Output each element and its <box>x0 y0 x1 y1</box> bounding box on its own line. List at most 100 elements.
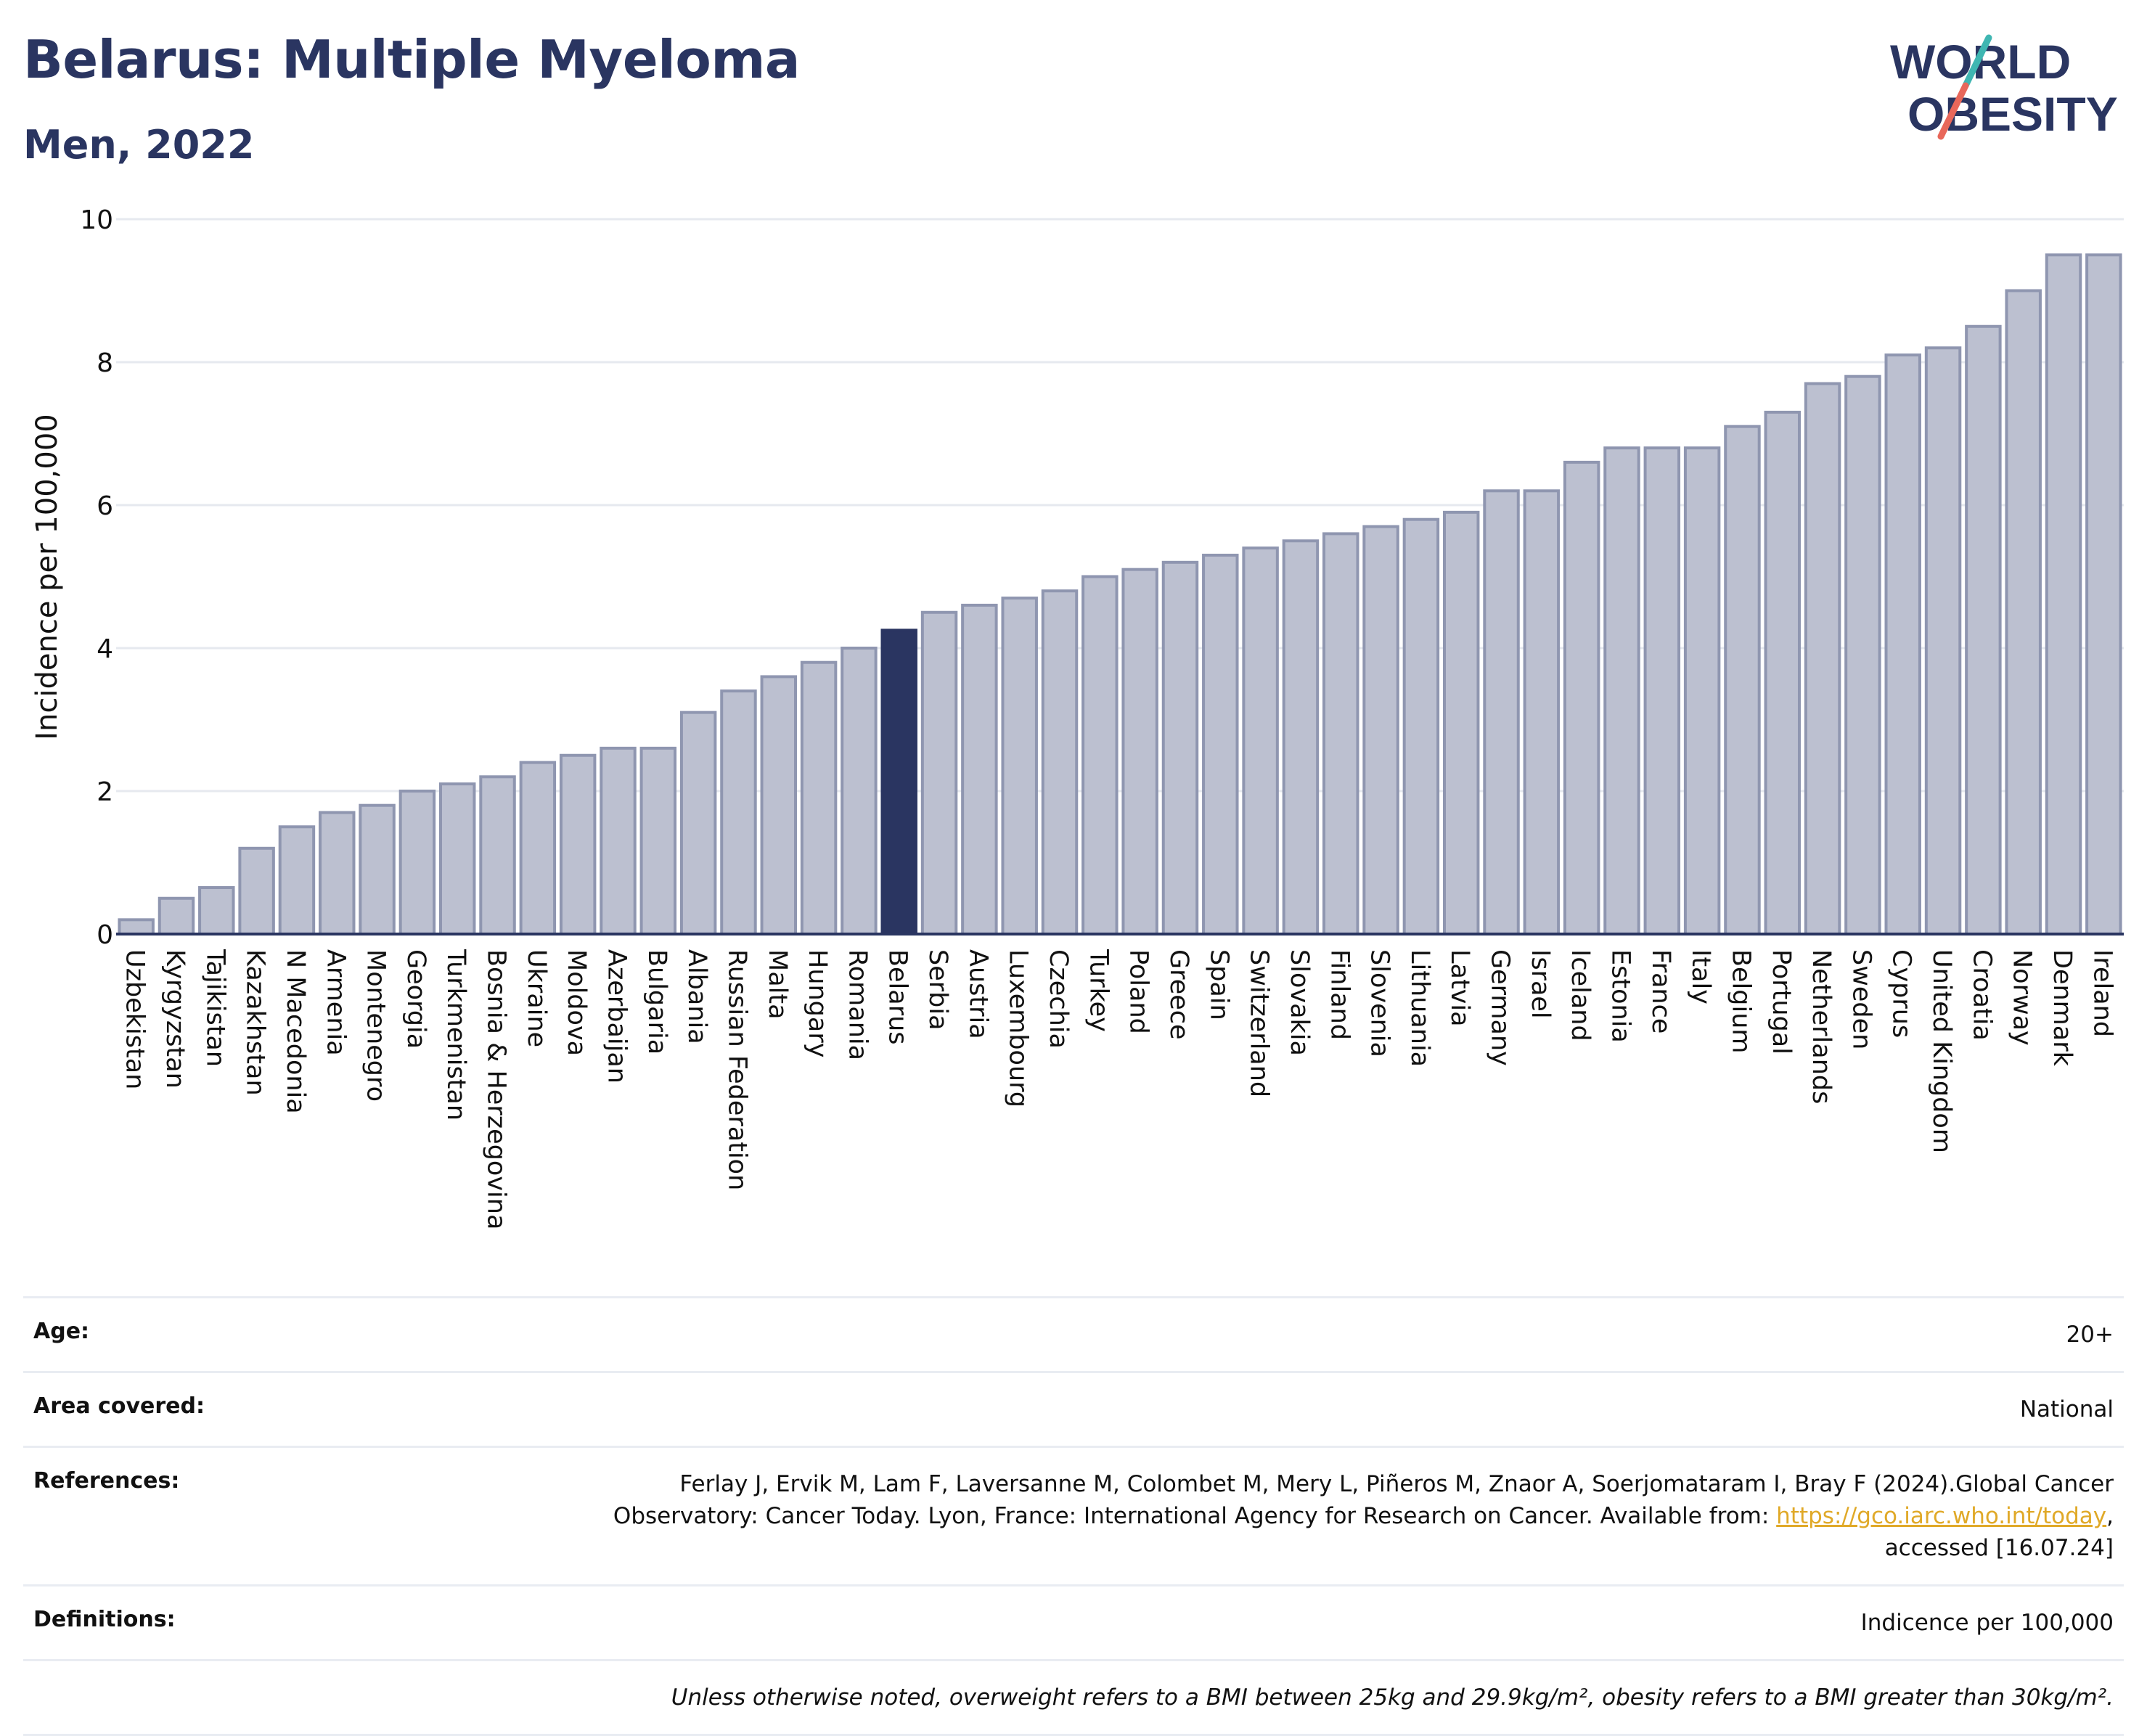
bar <box>841 647 878 935</box>
bar <box>238 846 275 936</box>
x-tick-label: Turkey <box>1084 949 1113 1032</box>
bar <box>438 782 476 936</box>
bar <box>118 918 155 936</box>
x-tick-label: Turkmenistan <box>441 949 470 1121</box>
bar <box>278 825 316 935</box>
bar <box>2005 289 2042 935</box>
bar <box>1683 446 1721 935</box>
x-tick-label: Uzbekistan <box>120 949 150 1089</box>
y-tick-label: 4 <box>97 634 113 664</box>
x-tick-label: Kyrgyzstan <box>160 949 189 1089</box>
bar <box>961 603 998 936</box>
x-tick-label: Serbia <box>923 949 952 1031</box>
x-tick-label: Armenia <box>321 949 350 1056</box>
references-text-4: accessed [16.07.24] <box>1884 1535 2114 1562</box>
x-tick-label: Malta <box>763 949 792 1020</box>
x-tick-label: Albania <box>682 949 711 1044</box>
bar <box>198 885 235 935</box>
x-tick-label: Croatia <box>1967 949 1996 1041</box>
logo-slash-bottom <box>1937 82 1969 140</box>
x-tick-label: Russian Federation <box>722 949 751 1190</box>
bar <box>800 660 838 935</box>
x-tick-label: Germany <box>1486 949 1515 1066</box>
definitions-label: Definitions: <box>33 1607 176 1633</box>
bar <box>639 746 677 936</box>
bar <box>1563 460 1600 935</box>
note-label <box>23 1661 261 1735</box>
bar <box>1121 568 1158 936</box>
references-value: Ferlay J, Ervik M, Lam F, Laversanne M, … <box>261 1447 2124 1586</box>
x-tick-label: Montenegro <box>361 949 390 1102</box>
references-label: References: <box>33 1468 180 1494</box>
x-tick-label: Ukraine <box>522 949 551 1047</box>
x-tick-label: Kazakhstan <box>241 949 270 1096</box>
x-tick-label: Bulgaria <box>642 949 671 1055</box>
y-tick-label: 6 <box>97 491 113 521</box>
x-tick-label: Belgium <box>1726 949 1755 1054</box>
bar <box>1202 553 1239 935</box>
x-tick-label: Luxembourg <box>1004 949 1033 1107</box>
area-row: Area covered: National <box>23 1372 2124 1447</box>
x-tick-label: Romania <box>843 949 872 1060</box>
references-link[interactable]: https://gco.iarc.who.int/today <box>1776 1503 2107 1530</box>
bar-layer <box>118 253 2122 936</box>
bar <box>1282 539 1320 935</box>
x-tick-label: Lithuania <box>1405 949 1434 1067</box>
bar <box>1362 525 1399 935</box>
bar <box>398 790 436 935</box>
bar <box>319 811 356 936</box>
x-tick-label: Georgia <box>401 949 430 1049</box>
area-value: National <box>2019 1396 2114 1423</box>
references-text-2: Observatory: Cancer Today. Lyon, France:… <box>613 1503 1777 1530</box>
bar-highlight <box>880 629 917 935</box>
bar <box>1081 575 1119 935</box>
bar <box>479 775 516 936</box>
bar <box>1402 517 1440 935</box>
bar <box>359 803 396 935</box>
y-tick-label: 0 <box>97 920 113 950</box>
bar <box>1643 446 1681 935</box>
x-tick-label: Poland <box>1124 949 1153 1034</box>
x-tick-label: Estonia <box>1606 949 1635 1043</box>
bar <box>2085 253 2122 935</box>
definitions-value: Indicence per 100,000 <box>1860 1610 2114 1637</box>
age-label: Age: <box>33 1319 90 1344</box>
axis-layer: 0 2 4 6 8 10 Uzbekistan Kyrgyzstan Tajikistan Kaz… <box>80 205 2124 1229</box>
bar <box>2045 253 2082 935</box>
references-row: References: Ferlay J, Ervik M, Lam F, La… <box>23 1446 2124 1586</box>
x-tick-label: Bosnia & Herzegovina <box>482 949 511 1229</box>
x-tick-label: Greece <box>1164 949 1193 1040</box>
age-value: 20+ <box>2066 1322 2114 1348</box>
x-tick-label: Hungary <box>803 949 832 1057</box>
y-tick-label: 2 <box>97 777 113 807</box>
x-tick-label: Azerbaijan <box>602 949 631 1084</box>
definitions-row: Definitions: Indicence per 100,000 <box>23 1585 2124 1661</box>
bar <box>1884 353 1921 935</box>
x-tick-label: Tajikistan <box>200 949 229 1067</box>
bar <box>1483 489 1520 935</box>
bar <box>1001 597 1038 935</box>
x-tick-label: Iceland <box>1566 949 1595 1041</box>
x-tick-label: Sweden <box>1847 949 1876 1049</box>
x-tick-label: Finland <box>1325 949 1354 1040</box>
bar <box>720 689 757 935</box>
y-tick-label: 8 <box>97 348 113 378</box>
x-tick-label: Latvia <box>1445 949 1474 1027</box>
bar <box>1442 510 1480 935</box>
area-label: Area covered: <box>33 1393 205 1420</box>
y-tick-label: 10 <box>80 205 113 235</box>
bar <box>1924 346 1962 935</box>
bar <box>679 711 717 936</box>
x-tick-label: Cyprus <box>1887 949 1916 1038</box>
bar <box>1764 410 1802 935</box>
info-table: Age: 20+ Area covered: National Referenc… <box>23 1296 2124 1736</box>
page-title: Belarus: Multiple Myeloma <box>23 29 800 90</box>
x-tick-label: Italy <box>1686 949 1715 1004</box>
x-tick-label: N Macedonia <box>281 949 310 1114</box>
x-tick-label: Portugal <box>1767 949 1796 1055</box>
bar-chart: 0 2 4 6 8 10 Uzbekistan Kyrgyzstan Tajikistan Kaz… <box>30 205 2124 1229</box>
x-tick-label: Slovakia <box>1285 949 1314 1056</box>
x-tick-label: Norway <box>2008 949 2037 1046</box>
x-tick-label: Austria <box>963 949 992 1039</box>
bar <box>760 675 798 936</box>
